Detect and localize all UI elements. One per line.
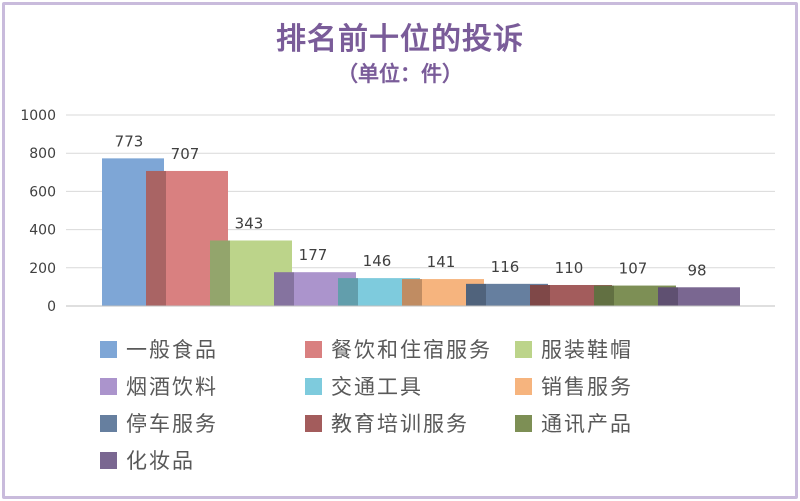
bar-side	[466, 283, 486, 306]
legend-item: 服装鞋帽	[515, 337, 633, 362]
legend-item: 一般食品	[100, 337, 218, 362]
legend-label: 销售服务	[541, 375, 633, 399]
legend-label: 通讯产品	[541, 412, 633, 436]
legend-item: 通讯产品	[515, 411, 633, 436]
data-label: 146	[363, 252, 392, 270]
legend-label: 餐饮和住宿服务	[331, 338, 492, 362]
y-tick-label: 1000	[20, 108, 56, 124]
data-label: 177	[299, 246, 328, 264]
bar-side	[274, 272, 294, 306]
y-tick-label: 200	[29, 261, 56, 277]
data-label: 141	[427, 253, 456, 271]
chart-title: 排名前十位的投诉	[276, 22, 524, 57]
legend-item: 教育培训服务	[305, 411, 469, 436]
legend-item: 烟酒饮料	[100, 374, 218, 399]
legend-item: 化妆品	[100, 448, 195, 473]
y-tick-label: 800	[29, 146, 56, 162]
legend-label: 停车服务	[126, 412, 218, 436]
legend-swatch	[515, 377, 532, 395]
legend-swatch	[515, 414, 532, 432]
bar-side	[210, 240, 230, 306]
legend-label: 教育培训服务	[331, 412, 469, 436]
legend-swatch	[100, 340, 117, 358]
bar-side	[146, 170, 166, 306]
data-label: 707	[171, 145, 200, 163]
legend-item: 销售服务	[515, 374, 633, 399]
bar-side	[338, 278, 358, 306]
y-tick-label: 400	[29, 223, 56, 239]
y-tick-label: 0	[47, 299, 56, 315]
legend-item: 停车服务	[100, 411, 218, 436]
data-label: 773	[115, 132, 144, 150]
bar-side	[594, 285, 614, 306]
bar-side	[530, 284, 550, 306]
legend-label: 一般食品	[126, 338, 218, 362]
legend-swatch	[100, 414, 117, 432]
chart-subtitle: （单位：件）	[337, 61, 463, 86]
legend-item: 餐饮和住宿服务	[305, 337, 492, 362]
legend-swatch	[100, 451, 117, 469]
data-label: 110	[555, 259, 584, 277]
legend-swatch	[305, 340, 322, 358]
legend-swatch	[305, 377, 322, 395]
legend-swatch	[100, 377, 117, 395]
legend-swatch	[305, 414, 322, 432]
legend-label: 烟酒饮料	[126, 375, 218, 399]
legend-label: 服装鞋帽	[541, 338, 633, 362]
data-label: 343	[235, 214, 264, 232]
legend-label: 化妆品	[126, 449, 195, 473]
data-label: 116	[491, 258, 520, 276]
data-label: 107	[619, 260, 648, 278]
data-label: 98	[687, 261, 706, 279]
bar	[678, 287, 740, 306]
legend-label: 交通工具	[331, 375, 423, 399]
legend-item: 交通工具	[305, 374, 423, 399]
bar-side	[658, 287, 678, 306]
legend-swatch	[515, 340, 532, 358]
y-tick-label: 600	[29, 184, 56, 200]
bar-side	[402, 279, 422, 306]
